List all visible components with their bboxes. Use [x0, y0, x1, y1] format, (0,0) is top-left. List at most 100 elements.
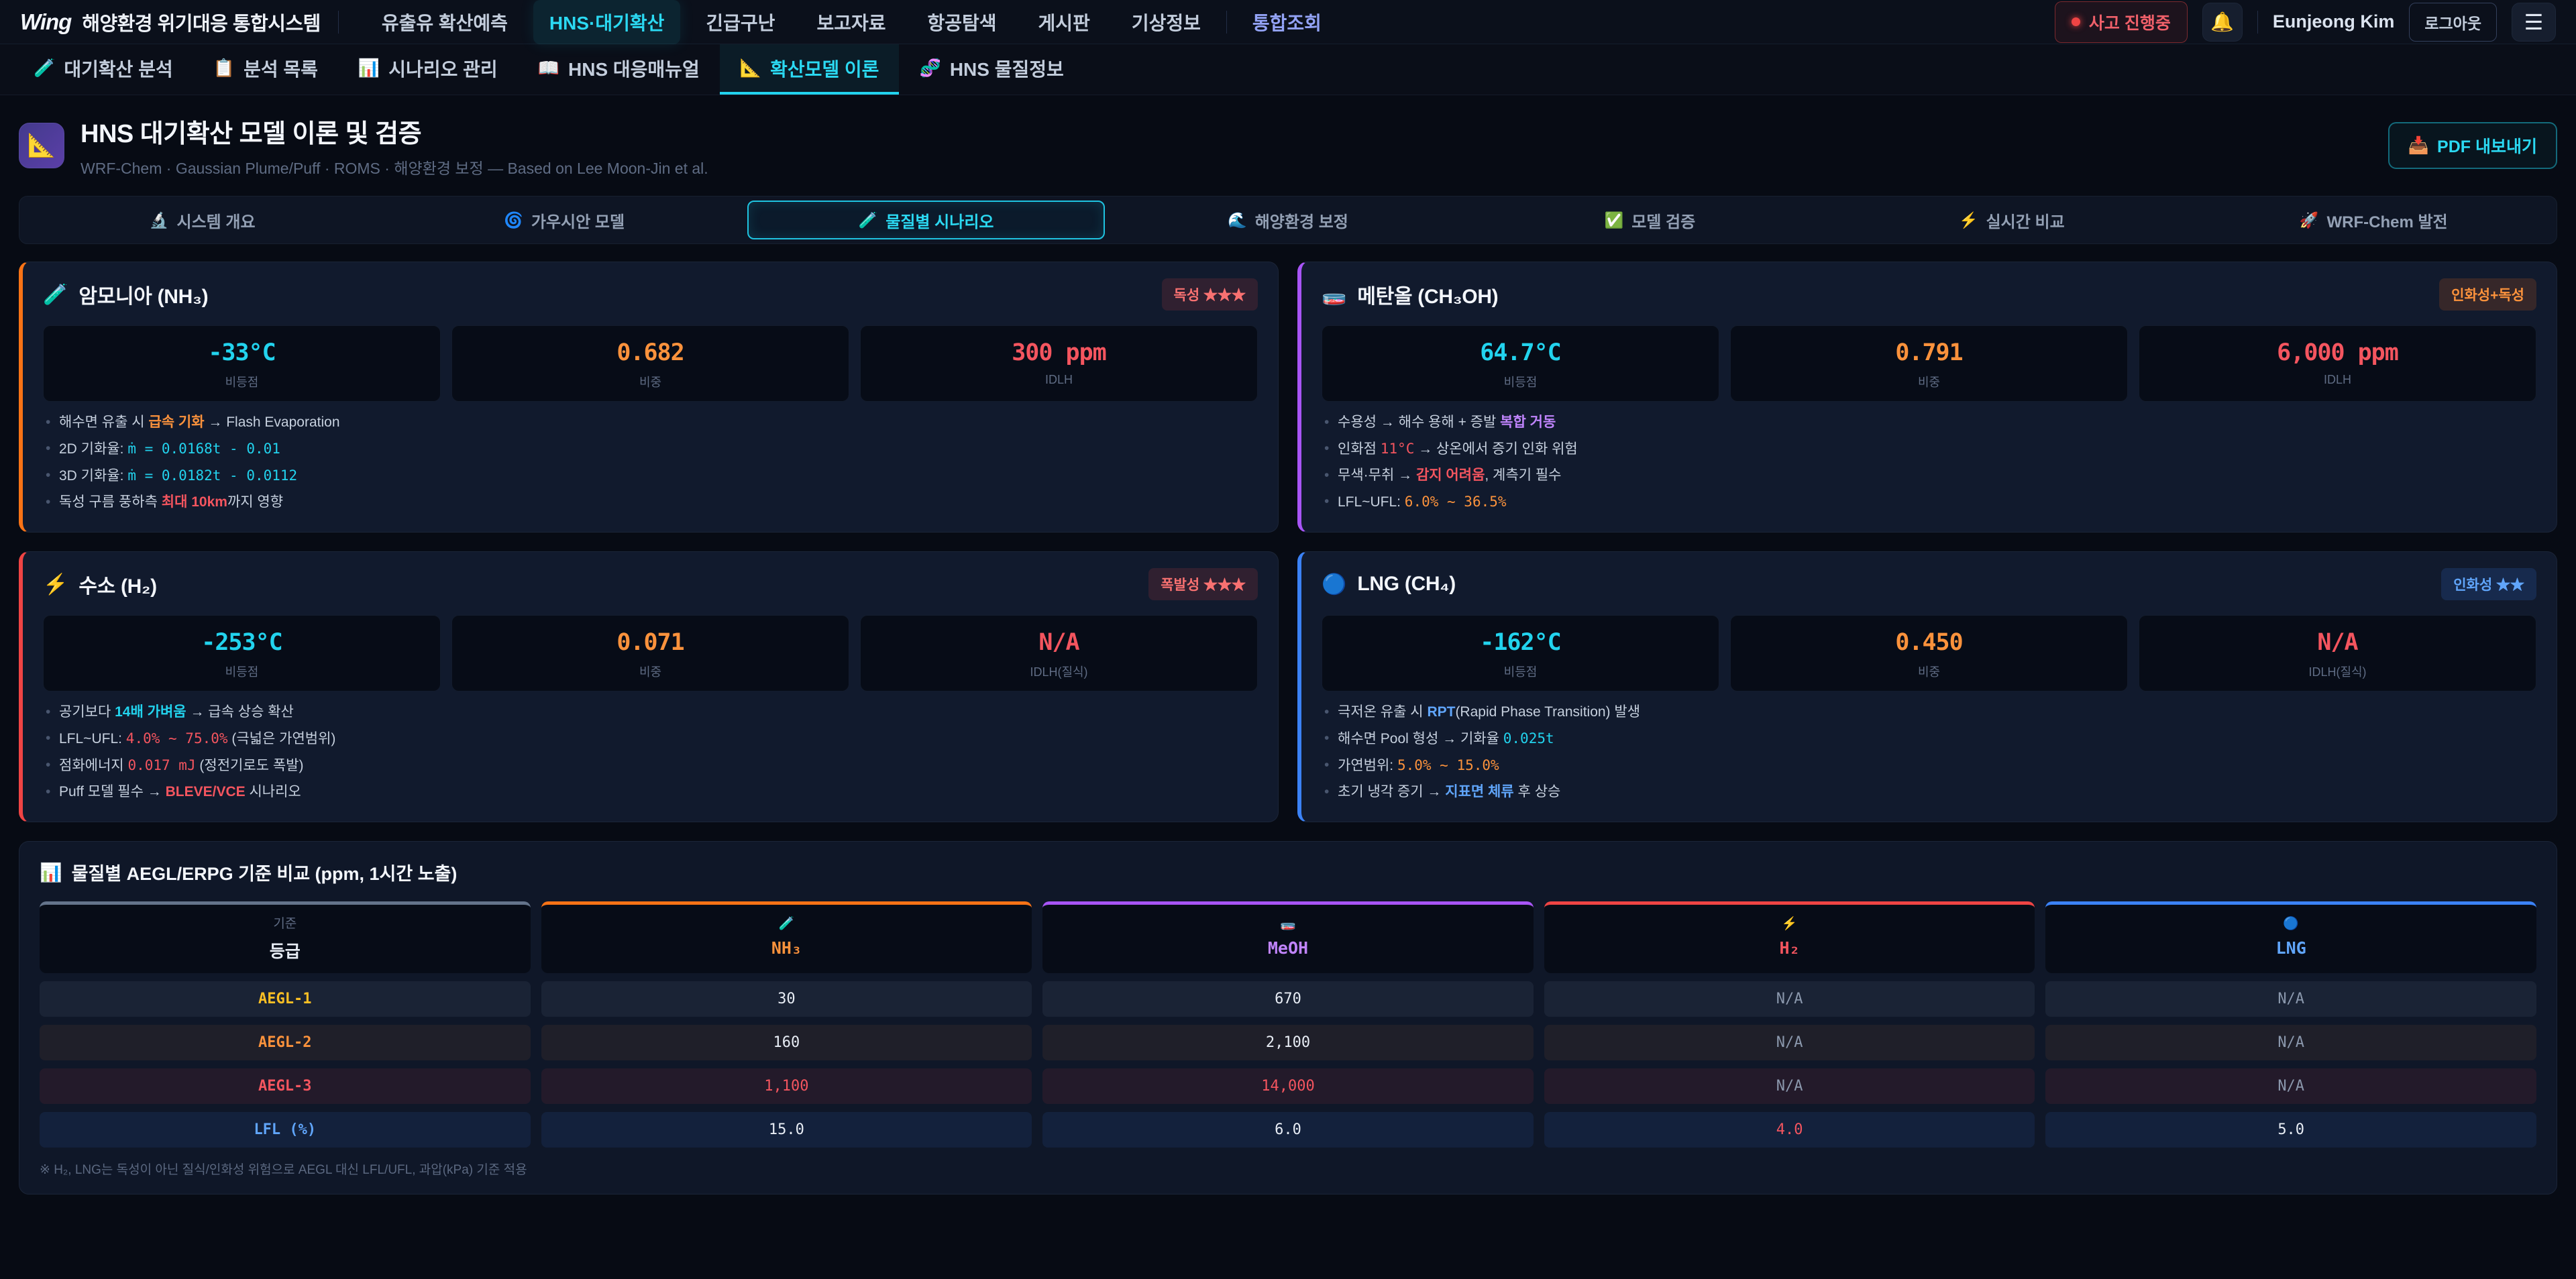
row-label: LFL (%)	[40, 1112, 531, 1148]
table-cell: 1,100	[541, 1068, 1032, 1104]
table-title: 📊 물질별 AEGL/ERPG 기준 비교 (ppm, 1시간 노출)	[40, 859, 2536, 885]
chemical-card-hydrogen: ⚡ 수소 (H₂) 폭발성 ★★★ -253°C 비등점 0.071 비중 N/…	[19, 551, 1279, 822]
stats-row: -33°C 비등점 0.682 비중 300 ppm IDLH	[43, 325, 1258, 402]
subnav-label: 대기확산 분석	[64, 58, 173, 80]
tab-label: 해양환경 보정	[1254, 213, 1348, 231]
tab-label: WRF-Chem 발전	[2326, 213, 2448, 231]
card-bullet: 인화점 11°C → 상온에서 증기 인화 위험	[1322, 439, 2536, 459]
tab-label: 실시간 비교	[1986, 213, 2065, 231]
red-dot-icon	[2071, 17, 2080, 26]
card-bullet: 해수면 Pool 형성 → 기화율 0.025t	[1322, 728, 2536, 749]
tab-wrf-chem-evolution[interactable]: 🚀 WRF-Chem 발전	[2195, 201, 2553, 239]
stat-label: 비등점	[1503, 665, 1538, 679]
tab-realtime-comparison[interactable]: ⚡ 실시간 비교	[1833, 201, 2190, 239]
main-nav: 유출유 확산예측 HNS·대기확산 긴급구난 보고자료 항공탐색 게시판 기상정…	[366, 0, 2037, 44]
subnav-item-hns-substance-info[interactable]: 🧬 HNS 물질정보	[899, 44, 1083, 95]
stat-boiling-point: 64.7°C 비등점	[1322, 325, 1719, 402]
nav-item-board[interactable]: 게시판	[1038, 12, 1090, 34]
logout-button[interactable]: 로그아웃	[2409, 2, 2497, 42]
nav-item-aerial-search[interactable]: 항공탐색	[927, 12, 997, 34]
stat-label: IDLH	[1044, 373, 1073, 386]
table-cell: 30	[541, 981, 1032, 1017]
stat-value: 0.450	[1895, 629, 1963, 656]
subnav-item-diffusion-analysis[interactable]: 🧪 대기확산 분석	[13, 44, 193, 95]
header-cell-meoh: 🧫 MeOH	[1042, 901, 1534, 973]
stats-row: -253°C 비등점 0.071 비중 N/A IDLH(질식)	[43, 615, 1258, 691]
card-bullet: 2D 기화율: ṁ = 0.0168t - 0.01	[43, 439, 1258, 459]
header-cell-criteria: 기준 등급	[40, 901, 531, 973]
table-title-text: 물질별 AEGL/ERPG 기준 비교 (ppm, 1시간 노출)	[71, 864, 458, 884]
tab-system-overview[interactable]: 🔬 시스템 개요	[23, 201, 381, 239]
card-header: 🔵 LNG (CH₄) 인화성 ★★	[1322, 568, 2536, 600]
system-title: 해양환경 위기대응 통합시스템	[82, 13, 321, 35]
card-bullets: 공기보다 14배 가벼움 → 급속 상승 확산 LFL~UFL: 4.0% ~ …	[43, 702, 1258, 802]
card-bullet: 수용성 → 해수 용해 + 증발 복합 거동	[1322, 412, 2536, 433]
card-bullet: 해수면 유출 시 급속 기화 → Flash Evaporation	[43, 412, 1258, 433]
stat-value: 300 ppm	[1012, 339, 1107, 366]
card-bullets: 수용성 → 해수 용해 + 증발 복합 거동 인화점 11°C → 상온에서 증…	[1322, 412, 2536, 512]
stat-value: 64.7°C	[1480, 339, 1561, 366]
tab-model-validation[interactable]: ✅ 모델 검증	[1471, 201, 1829, 239]
card-title: 메탄올 (CH₃OH)	[1357, 286, 1499, 308]
table-header-row: 기준 등급 🧪 NH₃ 🧫 MeOH ⚡ H₂ 🔵 LNG	[40, 901, 2536, 973]
hamburger-menu-button[interactable]: ☰	[2512, 2, 2556, 42]
rocket-icon: 🚀	[2299, 211, 2319, 229]
table-cell: N/A	[2045, 1025, 2536, 1060]
card-title: 암모니아 (NH₃)	[78, 286, 209, 308]
petri-dish-icon: 🧫	[1280, 917, 1296, 931]
nav-item-integrated-search[interactable]: 통합조회	[1252, 12, 1322, 34]
divider	[1226, 10, 1227, 34]
tab-label: 가우시안 모델	[531, 213, 625, 231]
stat-label: 비중	[1917, 665, 1941, 679]
stat-specific-gravity: 0.791 비중	[1730, 325, 2128, 402]
nav-item-oil-spill-forecast[interactable]: 유출유 확산예측	[381, 12, 508, 34]
subnav-label: 분석 목록	[244, 58, 318, 80]
secondary-nav: 🧪 대기확산 분석 📋 분석 목록 📊 시나리오 관리 📖 HNS 대응매뉴얼 …	[0, 44, 2576, 95]
hazard-badge: 독성 ★★★	[1161, 278, 1258, 311]
nav-item-weather[interactable]: 기상정보	[1131, 12, 1201, 34]
table-footnote: ※ H₂, LNG는 독성이 아닌 질식/인화성 위험으로 AEGL 대신 LF…	[40, 1163, 527, 1177]
test-tube-icon: 🧪	[34, 58, 56, 78]
header-main-label: 등급	[269, 942, 301, 961]
subnav-item-model-theory[interactable]: 📐 확산모델 이론	[719, 44, 900, 95]
card-bullet: 초기 냉각 증기 → 지표면 체류 후 상승	[1322, 782, 2536, 802]
subnav-item-hns-manual[interactable]: 📖 HNS 대응매뉴얼	[518, 44, 720, 95]
stat-value: -253°C	[201, 629, 282, 656]
stat-label: IDLH(질식)	[2308, 665, 2367, 679]
subnav-item-scenario-management[interactable]: 📊 시나리오 관리	[338, 44, 518, 95]
stat-value: -33°C	[208, 339, 276, 366]
aegl-erpg-comparison-section: 📊 물질별 AEGL/ERPG 기준 비교 (ppm, 1시간 노출) 기준 등…	[19, 841, 2557, 1194]
page-titles: HNS 대기확산 모델 이론 및 검증 WRF-Chem · Gaussian …	[80, 113, 708, 178]
table-cell: 670	[1042, 981, 1534, 1017]
lightning-icon: ⚡	[1781, 917, 1798, 931]
pdf-export-button[interactable]: 📥 PDF 내보내기	[2387, 122, 2557, 169]
stat-label: IDLH	[2323, 373, 2351, 386]
card-bullet: Puff 모델 필수 → BLEVE/VCE 시나리오	[43, 782, 1258, 802]
cyclone-icon: 🌀	[504, 211, 523, 229]
lightning-icon: ⚡	[1958, 211, 1978, 229]
notifications-button[interactable]: 🔔	[2202, 2, 2243, 42]
nav-item-emergency-rescue[interactable]: 긴급구난	[706, 12, 775, 34]
stat-value: 0.791	[1895, 339, 1963, 366]
brand[interactable]: Wing 해양환경 위기대응 통합시스템	[20, 8, 321, 36]
tab-gaussian-model[interactable]: 🌀 가우시안 모델	[385, 201, 743, 239]
card-bullet: 극저온 유출 시 RPT(Rapid Phase Transition) 발생	[1322, 702, 2536, 722]
page-icon-glyph: 📐	[27, 133, 56, 158]
tab-label: 모델 검증	[1631, 213, 1696, 231]
stat-idlh: N/A IDLH(질식)	[2139, 615, 2536, 691]
nav-item-hns-atmospheric[interactable]: HNS·대기확산	[533, 0, 681, 44]
chemical-card-methanol: 🧫 메탄올 (CH₃OH) 인화성+독성 64.7°C 비등점 0.791 비중…	[1297, 262, 2557, 533]
stat-label: IDLH(질식)	[1030, 665, 1088, 679]
table-cell: 5.0	[2045, 1112, 2536, 1148]
nav-item-reports[interactable]: 보고자료	[816, 12, 886, 34]
stat-value: 0.071	[616, 629, 684, 656]
subnav-item-analysis-list[interactable]: 📋 분석 목록	[193, 44, 338, 95]
tab-marine-correction[interactable]: 🌊 해양환경 보정	[1109, 201, 1466, 239]
row-label: AEGL-3	[40, 1068, 531, 1104]
stat-specific-gravity: 0.682 비중	[451, 325, 849, 402]
page-title: HNS 대기확산 모델 이론 및 검증	[80, 120, 422, 148]
test-tube-icon: 🧪	[43, 283, 68, 306]
stat-label: 비중	[1917, 376, 1941, 389]
tab-substance-scenarios[interactable]: 🧪 물질별 시나리오	[747, 201, 1106, 239]
main-content: 📐 HNS 대기확산 모델 이론 및 검증 WRF-Chem · Gaussia…	[0, 95, 2576, 1194]
